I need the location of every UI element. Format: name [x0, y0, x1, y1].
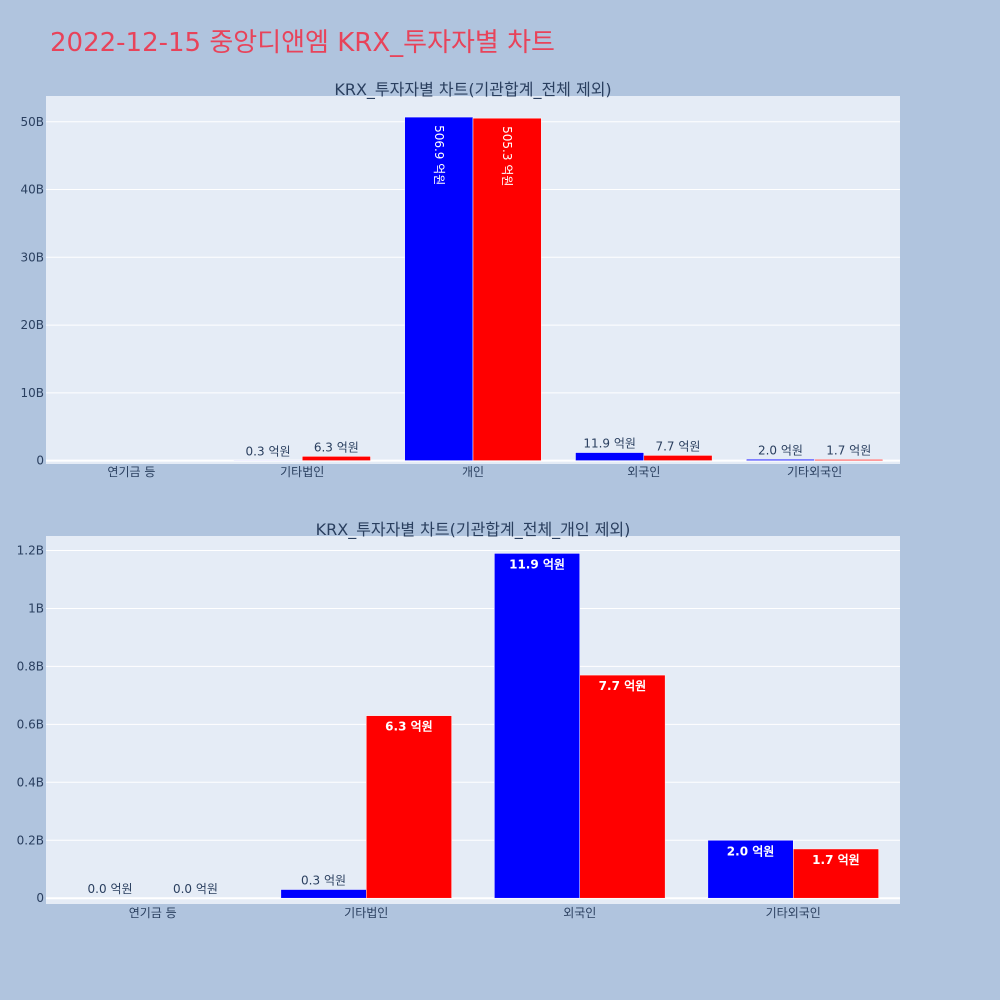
y-tick-label: 10B: [20, 386, 44, 400]
y-tick-label: 0: [36, 891, 44, 905]
data-label: 11.9 억원: [583, 437, 636, 451]
x-tick-label: 기타외국인: [766, 906, 821, 920]
y-tick-label: 0.4B: [17, 775, 44, 789]
data-label: 7.7 억원: [655, 439, 700, 453]
y-tick-label: 1B: [28, 601, 44, 615]
y-tick-label: 40B: [20, 183, 44, 197]
bar: [579, 674, 666, 899]
x-tick-label: 기타외국인: [787, 465, 842, 479]
y-tick-label: 0.6B: [17, 717, 44, 731]
data-label: 0.0 억원: [88, 882, 133, 896]
data-label: 2.0 억원: [758, 443, 803, 457]
bar: [404, 116, 474, 461]
x-tick-label: 개인: [462, 465, 484, 479]
bar: [643, 455, 713, 461]
y-tick-label: 1.2B: [17, 543, 44, 557]
bar: [494, 553, 581, 899]
y-tick-label: 50B: [20, 115, 44, 129]
data-label: 0.3 억원: [301, 874, 346, 888]
bar: [707, 840, 794, 899]
x-tick-label: 기타법인: [344, 906, 388, 920]
bar: [746, 459, 815, 461]
y-tick-label: 0.8B: [17, 659, 44, 673]
x-tick-label: 기타법인: [280, 465, 324, 479]
data-label: 1.7 억원: [812, 853, 860, 867]
chart-title: KRX_투자자별 차트(기관합계_전체_개인 제외): [316, 520, 631, 540]
data-label: 6.3 억원: [385, 720, 433, 734]
data-label: 506.9 억원: [432, 125, 446, 185]
y-tick-label: 0.2B: [17, 833, 44, 847]
data-label: 0.0 억원: [173, 882, 218, 896]
y-tick-label: 0: [36, 454, 44, 468]
bar: [301, 456, 371, 461]
x-tick-label: 연기금 등: [129, 906, 177, 920]
y-tick-label: 30B: [20, 250, 44, 264]
bar: [280, 889, 367, 899]
y-tick-label: 20B: [20, 318, 44, 332]
bar: [575, 452, 645, 461]
chart-1: 0 10B 20B 30B 40B 50B KRX_투자자별 차트(기관합계_전체 제외) 연…: [20, 80, 900, 479]
bar: [366, 715, 452, 899]
data-label: 2.0 억원: [727, 844, 775, 858]
bar: [472, 117, 542, 461]
bar: [814, 459, 884, 461]
x-tick-label: 외국인: [627, 465, 660, 479]
bar: [793, 848, 879, 899]
data-label: 6.3 억원: [314, 440, 359, 454]
data-label: 11.9 억원: [509, 557, 565, 571]
data-label: 0.3 억원: [246, 444, 291, 458]
page-title: 2022-12-15 중앙디앤엠 KRX_투자자별 차트: [50, 28, 555, 58]
x-tick-label: 연기금 등: [107, 465, 155, 479]
x-tick-label: 외국인: [563, 906, 596, 920]
data-label: 1.7 억원: [826, 443, 871, 457]
chart-title: KRX_투자자별 차트(기관합계_전체 제외): [334, 80, 611, 100]
data-label: 7.7 억원: [599, 679, 647, 693]
chart-2: 0 0.2B 0.4B 0.6B 0.8B 1B 1.2B KRX_투자자별 차트(기관합계_…: [17, 520, 900, 920]
data-label: 505.3 억원: [500, 126, 514, 186]
